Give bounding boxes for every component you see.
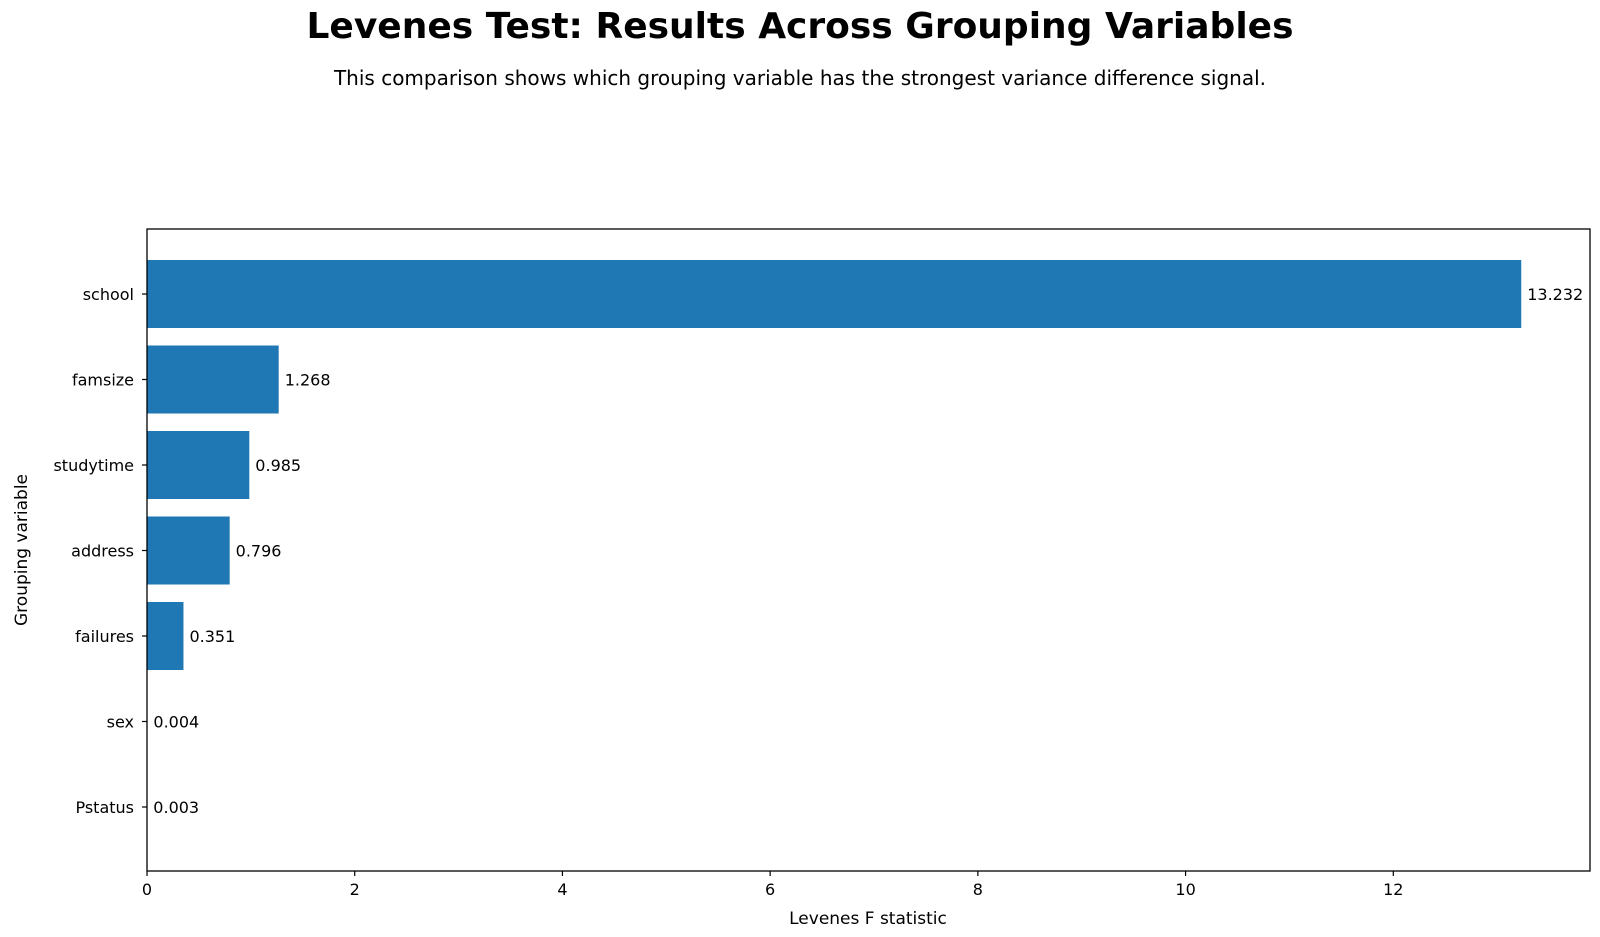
plot-frame	[146, 228, 1591, 872]
bar-value-label-sex: 0.004	[153, 713, 199, 732]
bar-studytime	[147, 431, 250, 499]
x-tick-label-2: 2	[350, 880, 360, 899]
y-tick-label-studytime: studytime	[53, 456, 134, 475]
x-axis-ticks: 0 2 4 6 8 10 12	[142, 871, 1403, 899]
x-tick-label-0: 0	[142, 880, 152, 899]
chart-title: Levenes Test: Results Across Grouping Va…	[306, 6, 1294, 47]
chart-subtitle: This comparison shows which grouping var…	[333, 66, 1267, 90]
y-tick-label-sex: sex	[107, 713, 134, 732]
bar-value-label-Pstatus: 0.003	[153, 798, 199, 817]
x-tick-label-8: 8	[973, 880, 983, 899]
x-tick-label-6: 6	[765, 880, 775, 899]
bars-group	[147, 260, 1522, 841]
y-axis-label: Grouping variable	[12, 474, 32, 626]
x-tick-label-10: 10	[1175, 880, 1195, 899]
x-axis-label: Levenes F statistic	[789, 909, 947, 929]
bar-value-label-famsize: 1.268	[285, 371, 331, 390]
bar-address	[147, 516, 230, 585]
bar-labels-group: 13.232 1.268 0.985 0.796 0.351 0.004 0.003	[153, 285, 1583, 817]
bar-famsize	[147, 345, 279, 414]
y-tick-label-school: school	[83, 285, 134, 304]
bar-failures	[147, 602, 184, 670]
bar-value-label-school: 13.232	[1527, 285, 1583, 304]
y-tick-label-address: address	[71, 542, 134, 561]
bar-value-label-address: 0.796	[236, 542, 282, 561]
x-tick-label-12: 12	[1383, 880, 1403, 899]
y-tick-label-Pstatus: Pstatus	[75, 798, 134, 817]
bar-value-label-studytime: 0.985	[255, 456, 301, 475]
x-tick-label-4: 4	[557, 880, 567, 899]
y-axis-ticks: school famsize studytime address failures sex…	[53, 285, 147, 817]
bar-school	[147, 260, 1522, 328]
y-tick-label-famsize: famsize	[72, 371, 134, 390]
bar-value-label-failures: 0.351	[189, 627, 235, 646]
y-tick-label-failures: failures	[75, 627, 134, 646]
